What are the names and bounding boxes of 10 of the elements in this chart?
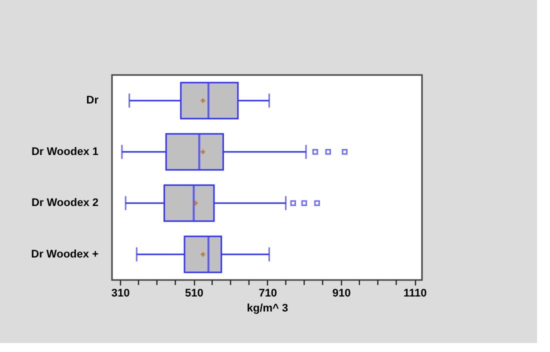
x-tick-label: 310: [111, 288, 130, 300]
y-tick-label: Dr: [86, 94, 100, 107]
x-tick-label: 910: [332, 288, 351, 300]
x-tick-label: 1110: [404, 288, 427, 300]
x-tick-label: 710: [258, 288, 278, 300]
y-tick-label: Dr Woodex +: [31, 248, 98, 260]
x-axis-title: kg/m^ 3: [246, 302, 288, 314]
y-tick-label: Dr Woodex 2: [31, 197, 98, 210]
y-tick-label: Dr Woodex 1: [31, 146, 98, 158]
x-tick-label: 510: [185, 288, 204, 300]
